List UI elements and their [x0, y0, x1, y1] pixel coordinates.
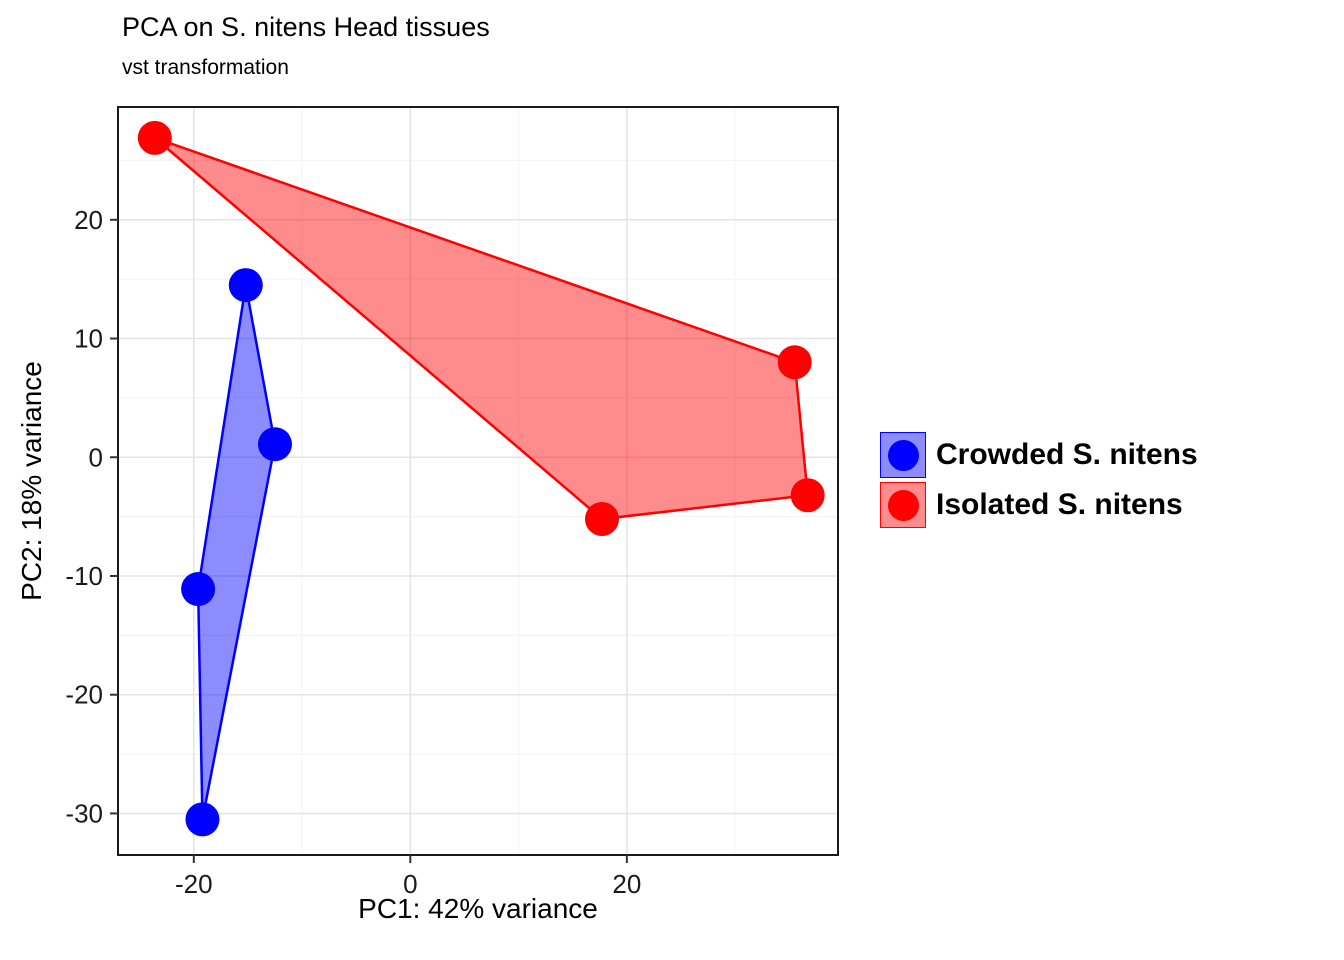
x-axis-title: PC1: 42% variance — [358, 893, 598, 924]
data-point-series-1 — [790, 478, 825, 513]
y-tick-label: 20 — [74, 205, 103, 235]
panel-border — [117, 106, 839, 856]
x-tick-label: 0 — [403, 869, 417, 899]
y-tick-label: -30 — [65, 798, 103, 828]
plot-panel — [118, 107, 838, 855]
plot-subtitle: vst transformation — [122, 56, 289, 79]
y-tick-label: -20 — [65, 680, 103, 710]
data-point-series-0 — [185, 802, 220, 837]
legend: Crowded S. nitens Isolated S. nitens — [880, 432, 1198, 532]
data-point-series-1 — [777, 345, 812, 380]
data-point-series-0 — [257, 427, 292, 462]
data-point-series-0 — [181, 572, 216, 607]
plot-title: PCA on S. nitens Head tissues — [122, 12, 490, 42]
y-axis-title: PC2: 18% variance — [16, 361, 47, 601]
legend-item-crowded: Crowded S. nitens — [880, 432, 1198, 478]
data-point-series-0 — [228, 268, 263, 303]
y-tick-label: -10 — [65, 561, 103, 591]
legend-dot-icon — [887, 439, 919, 471]
y-tick-label: 0 — [89, 442, 103, 472]
data-point-series-1 — [584, 501, 619, 536]
legend-key-isolated-swatch — [880, 482, 926, 528]
y-tick-label: 10 — [74, 324, 103, 354]
legend-dot-icon — [887, 489, 919, 521]
legend-label-crowded: Crowded S. nitens — [936, 438, 1198, 471]
legend-key-crowded-swatch — [880, 432, 926, 478]
legend-label-isolated: Isolated S. nitens — [936, 488, 1183, 521]
x-tick-label: 20 — [612, 869, 641, 899]
data-point-series-1 — [137, 120, 172, 155]
legend-item-isolated: Isolated S. nitens — [880, 482, 1198, 528]
x-tick-label: -20 — [175, 869, 213, 899]
